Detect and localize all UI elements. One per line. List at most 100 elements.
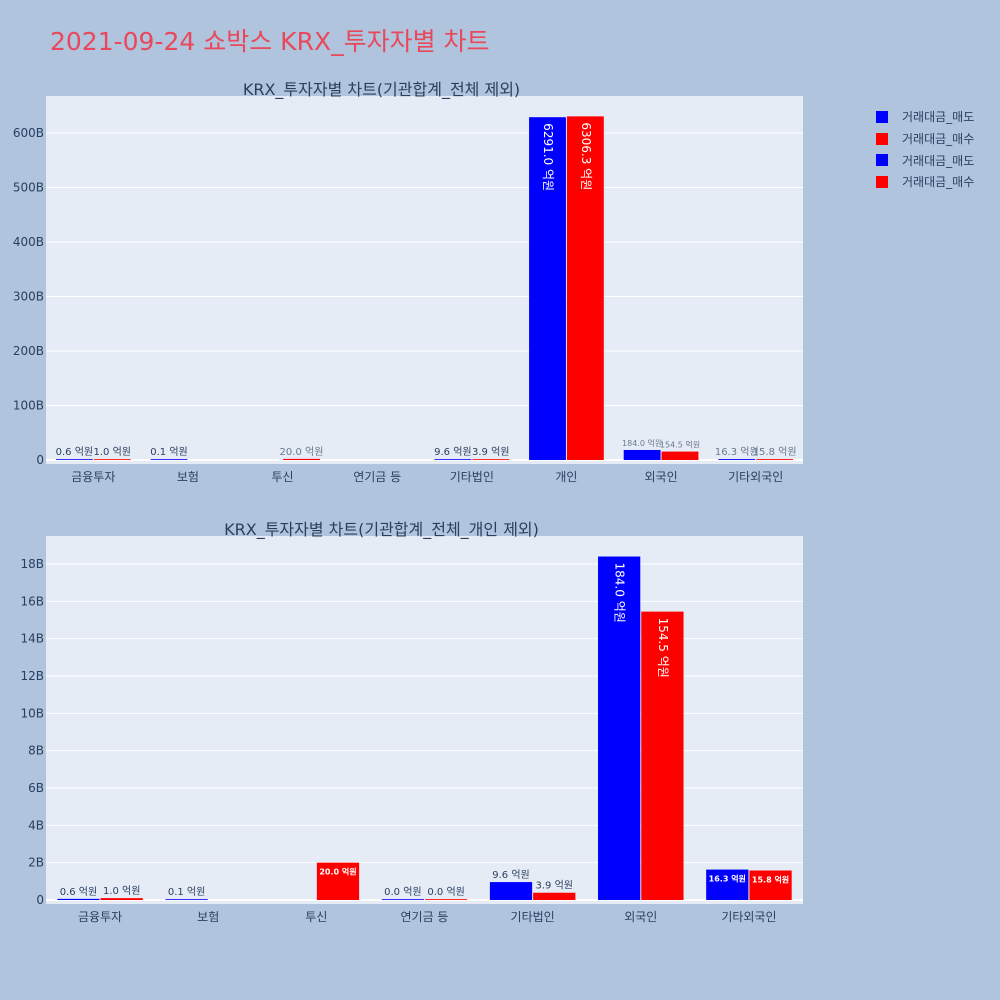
bar (566, 116, 604, 461)
legend-item[interactable]: 거래대금_매수 (876, 128, 974, 150)
data-label: 154.5 억원 (656, 618, 670, 678)
bar (93, 459, 131, 460)
data-label: 184.0 억원 (613, 563, 627, 623)
chart-2: 0 2B 4B 6B 8B 10B 12B 14B 16B 18B KRX_투자자별 차트(기관합계… (20, 520, 803, 924)
bar (150, 459, 188, 460)
y-tick-label: 600B (13, 126, 44, 140)
legend-item[interactable]: 거래대금_매수 (876, 171, 974, 193)
y-tick-label: 300B (13, 290, 44, 304)
x-tick-label: 기타법인 (450, 470, 494, 484)
y-tick-label: 6B (28, 781, 44, 795)
x-tick-label: 보험 (197, 910, 219, 924)
bar (100, 898, 143, 900)
y-tick-label: 2B (28, 856, 44, 870)
y-tick-label: 4B (28, 818, 44, 832)
x-tick-label: 외국인 (645, 470, 678, 484)
bar (749, 870, 792, 900)
data-label: 15.8 억원 (752, 875, 789, 885)
data-label: 20.0 억원 (280, 446, 324, 458)
legend-label: 거래대금_매도 (902, 110, 975, 125)
x-tick-label: 보험 (177, 470, 199, 484)
bar (661, 451, 699, 460)
y-tick-label: 18B (20, 557, 44, 571)
plot-area (46, 536, 803, 904)
x-tick-label: 기타외국인 (721, 910, 776, 924)
x-tick-label: 연기금 등 (353, 470, 401, 484)
legend[interactable]: 거래대금_매도 거래대금_매수 거래대금_매도 거래대금_매수 (876, 106, 974, 193)
legend-swatch (876, 175, 888, 188)
bar (623, 449, 661, 460)
data-label: 20.0 억원 (319, 867, 356, 877)
bar (533, 892, 576, 900)
page-title: 2021-09-24 쇼박스 KRX_투자자별 차트 (50, 27, 490, 56)
bar (706, 869, 749, 900)
legend-swatch (876, 154, 888, 167)
bar (529, 117, 566, 460)
legend-label: 거래대금_매수 (902, 175, 975, 190)
legend-label: 거래대금_매도 (902, 153, 975, 168)
data-label: 16.3 억원 (715, 446, 759, 458)
y-tick-label: 10B (20, 706, 44, 720)
data-label: 0.6 억원 (56, 446, 93, 458)
bar (472, 459, 510, 460)
x-tick-label: 투신 (305, 910, 327, 924)
x-tick-label: 기타법인 (511, 910, 555, 924)
bar (718, 459, 756, 460)
bar (165, 899, 208, 900)
x-tick-label: 금융투자 (78, 910, 122, 924)
y-tick-label: 12B (20, 669, 44, 683)
bar (641, 611, 684, 900)
chart-title: KRX_투자자별 차트(기관합계_전체_개인 제외) (224, 520, 539, 540)
data-label: 6291.0 억원 (541, 123, 555, 191)
x-tick-label: 투신 (272, 470, 294, 484)
y-tick-label: 14B (20, 632, 44, 646)
x-tick-label: 개인 (555, 470, 577, 484)
data-label: 1.0 억원 (93, 446, 130, 458)
y-tick-label: 100B (13, 399, 44, 413)
data-label: 0.0 억원 (427, 886, 464, 898)
data-label: 154.5 억원 (660, 440, 700, 450)
y-tick-label: 0 (36, 453, 44, 467)
y-tick-label: 8B (28, 744, 44, 758)
x-tick-label: 금융투자 (71, 470, 115, 484)
bar (55, 459, 93, 460)
bar (381, 899, 424, 900)
data-label: 3.9 억원 (472, 446, 509, 458)
data-label: 1.0 억원 (103, 885, 140, 897)
legend-item[interactable]: 거래대금_매도 (876, 149, 974, 171)
data-label: 9.6 억원 (492, 869, 529, 881)
bar (425, 899, 468, 900)
y-tick-label: 500B (13, 181, 44, 195)
y-tick-label: 200B (13, 344, 44, 358)
legend-item[interactable]: 거래대금_매도 (876, 106, 974, 128)
data-label: 0.0 억원 (384, 886, 421, 898)
data-label: 0.6 억원 (60, 886, 97, 898)
data-label: 184.0 억원 (622, 438, 662, 448)
plot-area (46, 96, 803, 464)
chart-title: KRX_투자자별 차트(기관합계_전체 제외) (243, 80, 520, 100)
y-tick-label: 400B (13, 235, 44, 249)
x-tick-label: 외국인 (624, 910, 657, 924)
legend-label: 거래대금_매수 (902, 132, 975, 147)
bar (434, 459, 472, 460)
data-label: 3.9 억원 (536, 880, 573, 892)
x-tick-label: 기타외국인 (728, 470, 783, 484)
bar (283, 458, 320, 460)
bar (756, 459, 794, 460)
y-tick-label: 0 (36, 893, 44, 907)
legend-swatch (876, 132, 888, 145)
data-label: 9.6 억원 (434, 446, 471, 458)
chart-1: 0 100B 200B 300B 400B 500B 600B KRX_투자자별 차트(기관합… (13, 80, 803, 484)
data-label: 0.1 억원 (150, 446, 187, 458)
bar (57, 898, 100, 900)
data-label: 0.1 억원 (168, 886, 205, 898)
data-label: 6306.3 억원 (579, 122, 593, 190)
data-label: 16.3 억원 (709, 874, 746, 884)
x-tick-label: 연기금 등 (401, 910, 449, 924)
data-label: 15.8 억원 (753, 446, 797, 458)
bar (489, 882, 533, 900)
legend-swatch (876, 110, 888, 123)
bar (316, 862, 360, 900)
bar (598, 556, 641, 900)
